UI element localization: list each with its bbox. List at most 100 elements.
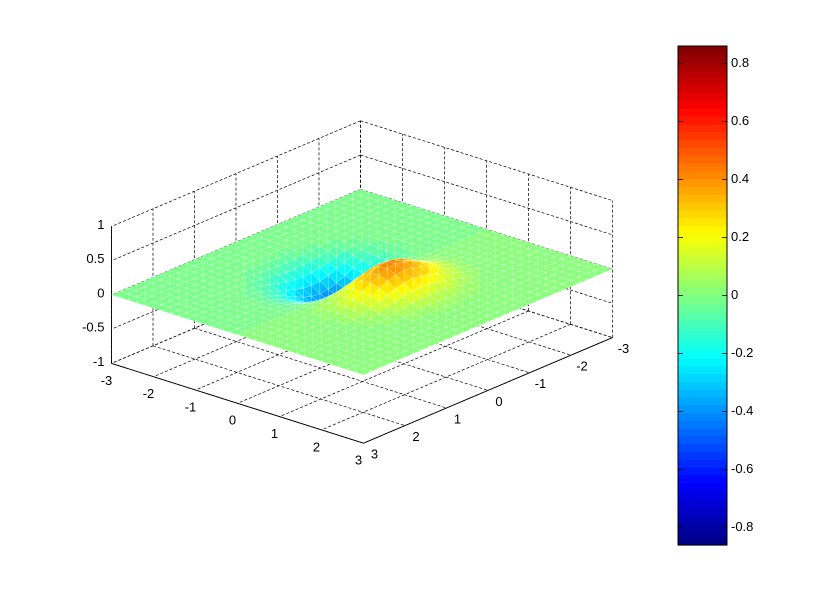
- x-tick-label: -1: [185, 399, 197, 414]
- colorbar-segment: [678, 46, 727, 55]
- colorbar-segment: [678, 162, 727, 172]
- colorbar-segment: [678, 513, 727, 523]
- colorbar-tick-label: -0.8: [731, 519, 753, 534]
- y-tick-label: -3: [618, 341, 630, 356]
- grid-line: [360, 120, 613, 201]
- colorbar-segment: [678, 155, 727, 164]
- colorbar-segment: [678, 147, 727, 156]
- colorbar-segment: [678, 435, 727, 445]
- colorbar-segment: [678, 139, 727, 148]
- colorbar-segment: [678, 490, 727, 499]
- x-axis-line: [111, 362, 364, 444]
- colorbar-segment: [678, 474, 727, 484]
- colorbar-segment: [678, 287, 727, 297]
- colorbar-tick-label: 0.8: [731, 55, 749, 70]
- colorbar-tick-label: 0.4: [731, 171, 749, 186]
- z-tick-label: 0: [97, 285, 104, 300]
- colorbar-segment: [678, 334, 727, 343]
- grid-line: [152, 345, 406, 426]
- colorbar-segment: [678, 326, 727, 336]
- z-tick-label: -0.5: [82, 320, 104, 335]
- x-tick-label: 0: [229, 413, 236, 428]
- surface-mesh: [111, 189, 613, 375]
- colorbar-segment: [678, 381, 727, 390]
- colorbar-segment: [678, 498, 727, 507]
- colorbar-segment: [678, 170, 727, 180]
- axis-ticks: -1 -0.5 0 0.5 1 -3 -2 -1 0 1 2 3 -3 -2 -1 0 1 2 3 -0.8 -0.6 -…: [82, 55, 753, 534]
- colorbar-segment: [678, 537, 727, 546]
- grid-line: [360, 154, 613, 236]
- grid-line: [111, 154, 361, 261]
- colorbar-segment: [678, 131, 727, 141]
- colorbar-segment: [678, 256, 727, 265]
- colorbar-tick-label: 0.6: [731, 113, 749, 128]
- x-tick-label: 2: [313, 439, 320, 454]
- colorbar-segment: [678, 225, 727, 234]
- colorbar-segment: [678, 318, 727, 328]
- colorbar-tick-label: 0: [731, 287, 738, 302]
- grid-line: [194, 327, 447, 409]
- colorbar-segment: [678, 420, 727, 429]
- x-tick-label: 3: [355, 453, 362, 468]
- colorbar-segment: [678, 467, 727, 476]
- colorbar-segment: [678, 412, 727, 421]
- colorbar-segment: [678, 303, 727, 312]
- colorbar-segment: [678, 443, 727, 453]
- colorbar-tick-label: 0.2: [731, 229, 749, 244]
- colorbar-segment: [678, 264, 727, 273]
- colorbar-segment: [678, 451, 727, 460]
- x-tick-label: -3: [101, 373, 113, 388]
- colorbar-segment: [678, 311, 727, 320]
- z-tick-label: 1: [97, 217, 104, 232]
- colorbar-segment: [678, 272, 727, 281]
- colorbar-tick-label: -0.6: [731, 461, 753, 476]
- colorbar-segment: [678, 357, 727, 367]
- surface-facet: [603, 266, 613, 273]
- y-tick-label: 3: [371, 447, 378, 462]
- y-tick-label: 0: [495, 394, 502, 409]
- colorbar-tick-label: -0.2: [731, 345, 753, 360]
- y-tick-label: 2: [412, 429, 419, 444]
- colorbar-segment: [678, 459, 727, 468]
- y-tick-label: -1: [535, 376, 547, 391]
- colorbar-segment: [678, 217, 727, 226]
- colorbar-segment: [678, 178, 727, 187]
- z-tick-label: 0.5: [86, 251, 104, 266]
- colorbar-segment: [678, 84, 727, 94]
- colorbar-segment: [678, 342, 727, 351]
- colorbar-segment: [678, 201, 727, 211]
- colorbar: [677, 45, 728, 546]
- colorbar-segment: [678, 233, 727, 242]
- colorbar-segment: [678, 123, 727, 133]
- colorbar-segment: [678, 404, 727, 414]
- y-tick-label: 1: [454, 411, 461, 426]
- colorbar-segment: [678, 116, 727, 125]
- colorbar-segment: [678, 521, 727, 531]
- colorbar-segment: [678, 194, 727, 203]
- colorbar-segment: [678, 248, 727, 258]
- y-axis-line: [363, 337, 613, 444]
- colorbar-segment: [678, 529, 727, 538]
- colorbar-segment: [678, 209, 727, 219]
- colorbar-segment: [678, 92, 727, 102]
- colorbar-segment: [678, 428, 727, 437]
- colorbar-segment: [678, 365, 727, 375]
- colorbar-segment: [678, 279, 727, 289]
- colorbar-segment: [678, 295, 727, 304]
- x-tick-label: -2: [143, 386, 155, 401]
- colorbar-segment: [678, 186, 727, 195]
- grid-line: [111, 120, 361, 227]
- colorbar-segment: [678, 61, 727, 70]
- colorbar-segment: [678, 69, 727, 78]
- colorbar-segment: [678, 482, 727, 492]
- surface-facet: [111, 291, 121, 298]
- colorbar-segment: [678, 53, 727, 63]
- colorbar-segment: [678, 389, 727, 398]
- colorbar-tick-label: -0.4: [731, 403, 753, 418]
- colorbar-segment: [678, 77, 727, 86]
- y-tick-label: -2: [576, 359, 588, 374]
- colorbar-segment: [678, 506, 727, 515]
- colorbar-segment: [678, 100, 727, 109]
